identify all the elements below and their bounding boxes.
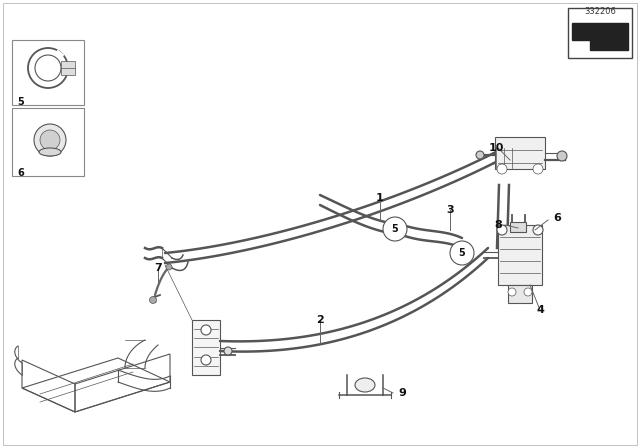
Circle shape <box>201 325 211 335</box>
Bar <box>508 285 532 303</box>
Circle shape <box>508 288 516 296</box>
Polygon shape <box>572 23 628 50</box>
Text: 332206: 332206 <box>584 7 616 16</box>
Ellipse shape <box>385 225 390 234</box>
Text: 7: 7 <box>154 263 162 273</box>
Bar <box>455 249 469 258</box>
Ellipse shape <box>467 249 472 258</box>
Circle shape <box>497 225 507 235</box>
Ellipse shape <box>355 378 375 392</box>
Text: 3: 3 <box>446 205 454 215</box>
Circle shape <box>224 347 232 355</box>
Bar <box>61 61 75 75</box>
Ellipse shape <box>557 151 567 161</box>
Bar <box>192 320 220 375</box>
Bar <box>388 226 402 235</box>
Text: 4: 4 <box>536 305 544 315</box>
Bar <box>498 225 542 285</box>
Text: 6: 6 <box>553 213 561 223</box>
Ellipse shape <box>476 151 484 159</box>
Circle shape <box>166 264 172 270</box>
Text: 6: 6 <box>17 168 24 178</box>
Text: 10: 10 <box>488 143 504 153</box>
Circle shape <box>150 297 157 303</box>
Circle shape <box>497 164 507 174</box>
Circle shape <box>383 217 407 241</box>
Ellipse shape <box>39 148 61 156</box>
Circle shape <box>40 130 60 150</box>
Ellipse shape <box>399 225 404 234</box>
Text: 5: 5 <box>392 224 398 234</box>
Ellipse shape <box>452 249 458 258</box>
Text: 8: 8 <box>494 220 502 230</box>
Text: 2: 2 <box>316 315 324 325</box>
Text: 9: 9 <box>398 388 406 398</box>
Circle shape <box>533 225 543 235</box>
Circle shape <box>450 241 474 265</box>
Text: 1: 1 <box>376 193 384 203</box>
Text: 5: 5 <box>17 97 24 107</box>
Bar <box>495 137 545 169</box>
Circle shape <box>34 124 66 156</box>
Bar <box>12 40 84 105</box>
Circle shape <box>533 164 543 174</box>
Bar <box>12 108 84 176</box>
Text: 5: 5 <box>459 248 465 258</box>
Circle shape <box>201 355 211 365</box>
Circle shape <box>524 288 532 296</box>
Bar <box>510 222 526 232</box>
Bar <box>568 8 632 58</box>
